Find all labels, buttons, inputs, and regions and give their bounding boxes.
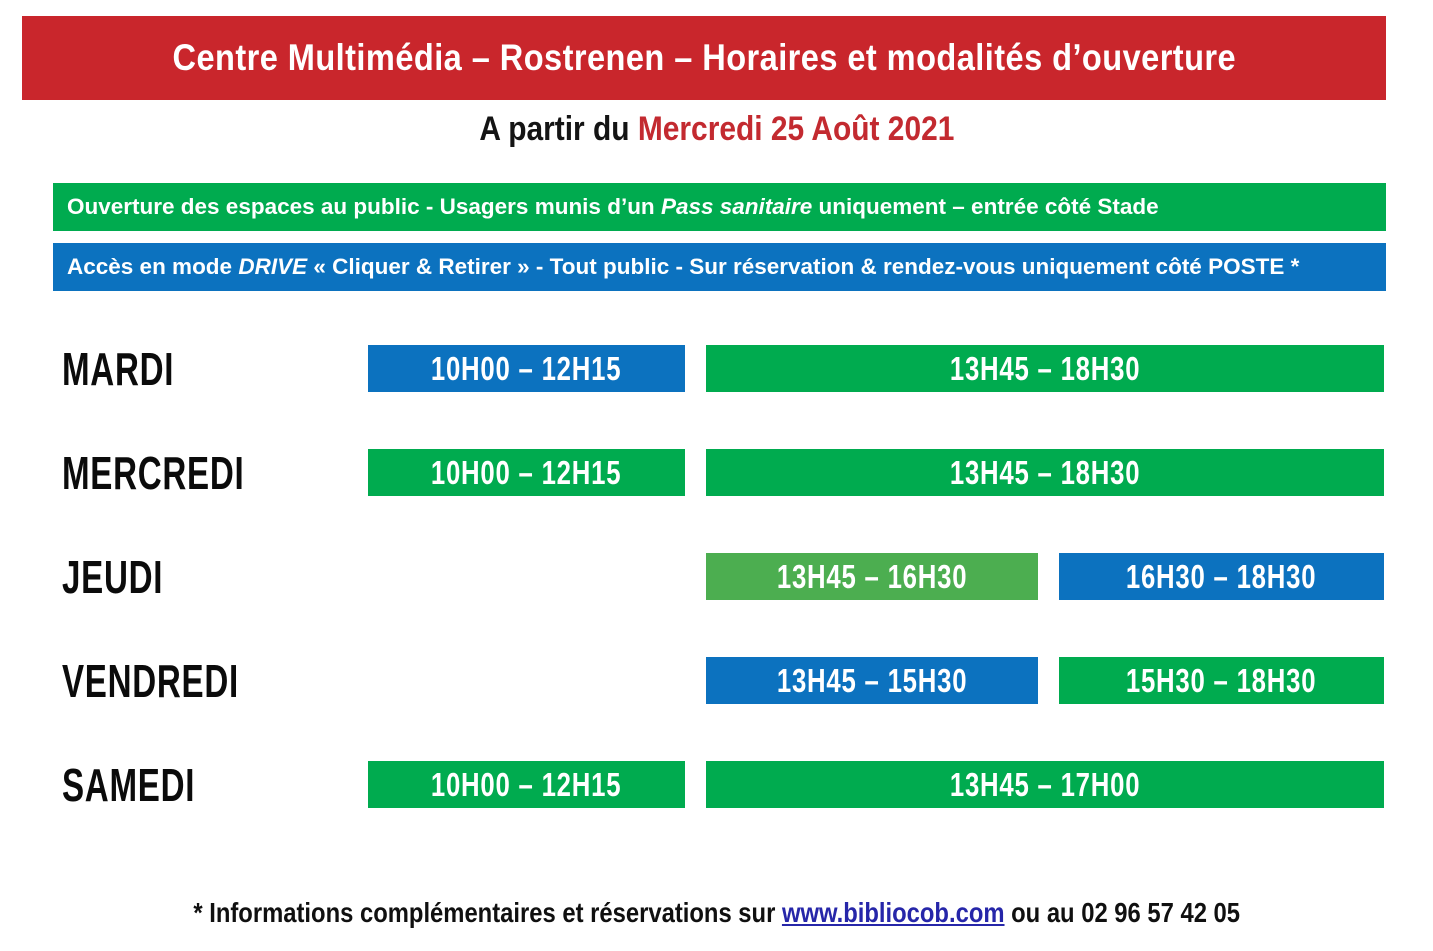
- subtitle-date: Mercredi 25 Août 2021: [637, 110, 954, 148]
- time-slot-morning: 10H00 – 12H15: [368, 345, 685, 392]
- time-slot-label: 13H45 – 18H30: [949, 453, 1141, 491]
- schedule-row: JEUDI 13H45 – 16H30 16H30 – 18H30: [0, 550, 1433, 603]
- time-slot-afternoon-late: 15H30 – 18H30: [1059, 657, 1384, 704]
- banner-drive-access: Accès en mode DRIVE « Cliquer & Retirer …: [53, 243, 1386, 291]
- time-slot-label: 13H45 – 16H30: [776, 557, 968, 595]
- banner-text-segment: Ouverture des espaces au public - Usager…: [67, 194, 661, 219]
- subtitle-prefix: A partir du: [478, 110, 638, 148]
- subtitle-text: A partir du Mercredi 25 Août 2021: [479, 110, 954, 149]
- subtitle: A partir du Mercredi 25 Août 2021: [0, 110, 1433, 149]
- time-slot-afternoon: 13H45 – 17H00: [706, 761, 1384, 808]
- time-slot-label: 10H00 – 12H15: [431, 349, 622, 387]
- time-slot-label: 13H45 – 18H30: [949, 349, 1141, 387]
- schedule-row: SAMEDI 10H00 – 12H15 13H45 – 17H00: [0, 758, 1433, 811]
- footer-note: * Informations complémentaires et réserv…: [0, 897, 1433, 929]
- header-banner: Centre Multimédia – Rostrenen – Horaires…: [22, 16, 1386, 100]
- time-slot-label: 13H45 – 15H30: [776, 661, 968, 699]
- banner-public-access-text: Ouverture des espaces au public - Usager…: [67, 194, 1159, 220]
- schedule-row: VENDREDI 13H45 – 15H30 15H30 – 18H30: [0, 654, 1433, 707]
- day-label: SAMEDI: [62, 758, 196, 811]
- time-slot-afternoon: 13H45 – 18H30: [706, 345, 1384, 392]
- time-slot-afternoon-late: 16H30 – 18H30: [1059, 553, 1384, 600]
- banner-public-access: Ouverture des espaces au public - Usager…: [53, 183, 1386, 231]
- banner-italic-segment: DRIVE: [238, 254, 308, 279]
- banner-text-segment: Accès en mode: [67, 254, 239, 279]
- day-label: VENDREDI: [62, 654, 239, 707]
- banner-text-segment: uniquement – entrée côté Stade: [812, 194, 1159, 219]
- schedule-row: MERCREDI 10H00 – 12H15 13H45 – 18H30: [0, 446, 1433, 499]
- time-slot-afternoon-early: 13H45 – 16H30: [706, 553, 1038, 600]
- day-label: MERCREDI: [62, 446, 245, 499]
- banner-text-segment: « Cliquer & Retirer » - Tout public - Su…: [307, 254, 1300, 279]
- footer-suffix: ou au 02 96 57 42 05: [1004, 897, 1240, 928]
- time-slot-label: 13H45 – 17H00: [949, 765, 1141, 803]
- page-title: Centre Multimédia – Rostrenen – Horaires…: [172, 37, 1236, 78]
- time-slot-label: 15H30 – 18H30: [1126, 661, 1317, 699]
- day-label: MARDI: [62, 342, 175, 395]
- time-slot-label: 10H00 – 12H15: [431, 765, 622, 803]
- time-slot-morning: 10H00 – 12H15: [368, 449, 685, 496]
- time-slot-afternoon-early: 13H45 – 15H30: [706, 657, 1038, 704]
- time-slot-morning: 10H00 – 12H15: [368, 761, 685, 808]
- website-link[interactable]: www.bibliocob.com: [781, 897, 1005, 928]
- time-slot-afternoon: 13H45 – 18H30: [706, 449, 1384, 496]
- footer-prefix: * Informations complémentaires et réserv…: [193, 897, 782, 928]
- time-slot-label: 10H00 – 12H15: [431, 453, 622, 491]
- footer-text: * Informations complémentaires et réserv…: [193, 897, 1240, 929]
- time-slot-label: 16H30 – 18H30: [1126, 557, 1317, 595]
- banner-italic-segment: Pass sanitaire: [660, 194, 813, 219]
- schedule-row: MARDI 10H00 – 12H15 13H45 – 18H30: [0, 342, 1433, 395]
- day-label: JEUDI: [62, 550, 164, 603]
- banner-drive-access-text: Accès en mode DRIVE « Cliquer & Retirer …: [67, 254, 1299, 280]
